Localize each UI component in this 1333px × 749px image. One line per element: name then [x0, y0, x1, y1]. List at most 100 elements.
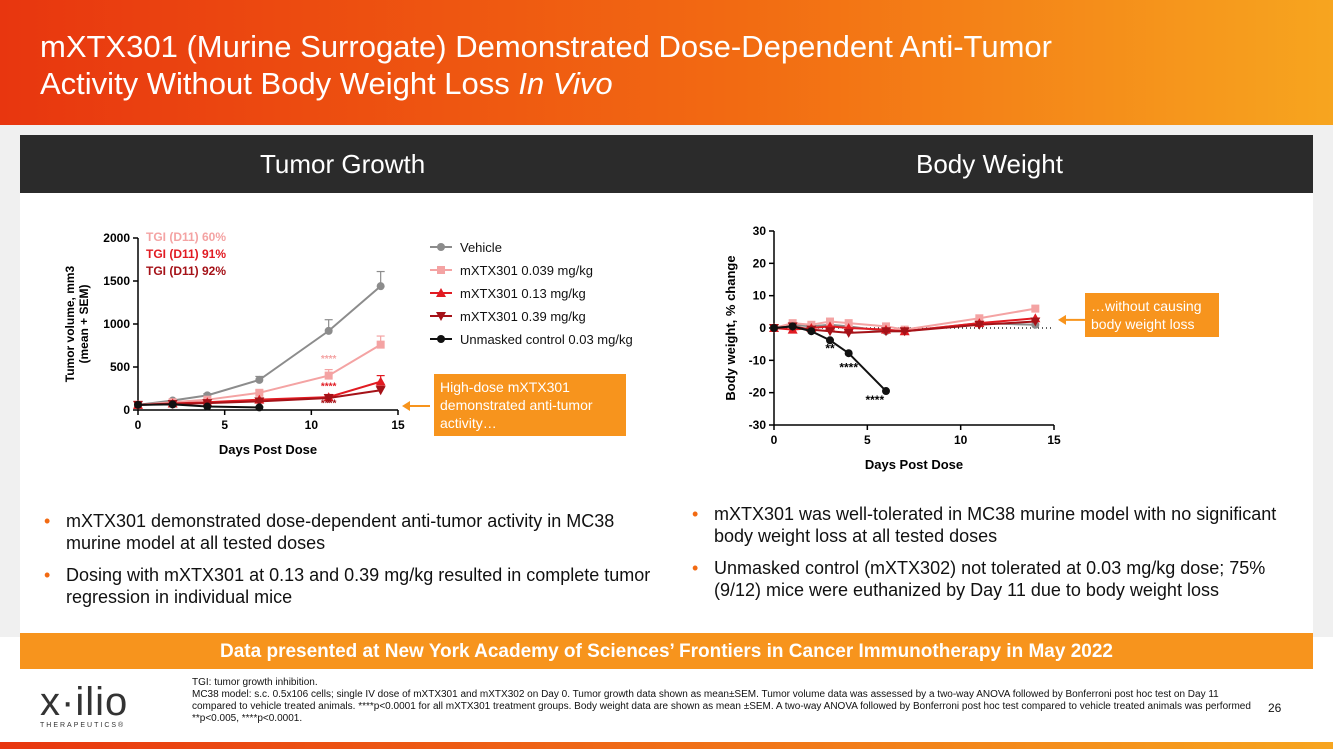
- tumor-legend-marker: [436, 288, 446, 297]
- page-number: 26: [1268, 701, 1282, 715]
- bullet-item: • mXTX301 was well-tolerated in MC38 muri…: [692, 503, 1292, 547]
- title-line-1: mXTX301 (Murine Surrogate) Demonstrated …: [40, 29, 1052, 64]
- tumor-x-tick-label: 10: [305, 418, 319, 432]
- tumor-x-tick-label: 5: [221, 418, 228, 432]
- tumor-significance-label: ****: [321, 399, 337, 410]
- bw-y-tick-label: -20: [749, 386, 767, 400]
- bw-y-tick-label: -30: [749, 418, 767, 432]
- tumor-y-tick-label: 2000: [103, 231, 130, 245]
- bw-data-point: [826, 336, 834, 345]
- bullet-text: mXTX301 demonstrated dose-dependent anti…: [66, 511, 615, 553]
- title-line-2-italic: In Vivo: [518, 66, 613, 101]
- callout-arrow-head: [1058, 314, 1066, 325]
- tumor-x-tick-label: 0: [135, 418, 142, 432]
- tumor-legend-label: mXTX301 0.039 mg/kg: [460, 263, 593, 278]
- tumor-y-tick-label: 1000: [103, 317, 130, 331]
- tumor-data-point: [203, 402, 212, 411]
- tumor-series-line: [137, 285, 382, 406]
- bw-x-axis-label: Days Post Dose: [865, 457, 963, 472]
- tumor-growth-chart: 0 500 1000 1500 2000 0 5 10 15 Days Post Dose Tumo…: [63, 230, 633, 457]
- bw-data-point: [788, 322, 797, 331]
- bullet-item: • Unmasked control (mXTX302) not tolerate…: [692, 557, 1292, 601]
- bw-x-tick-label: 10: [954, 433, 968, 447]
- tumor-significance-label: ****: [321, 354, 337, 365]
- bw-y-axis-label: Body weight, % change: [723, 255, 738, 400]
- bullet-dot: •: [44, 511, 51, 531]
- tumor-series-line: [137, 403, 260, 409]
- bw-x-tick-label: 15: [1047, 433, 1061, 447]
- tumor-data-point: [375, 386, 386, 396]
- bw-data-point: [843, 328, 854, 338]
- bw-significance-label: **: [825, 341, 835, 355]
- tumor-data-point: [375, 376, 386, 386]
- bw-data-point: [974, 320, 985, 330]
- bw-data-point: [807, 327, 816, 336]
- bullet-dot: •: [692, 558, 699, 578]
- footnote: TGI: tumor growth inhibition. MC38 model…: [192, 677, 1252, 725]
- bw-data-point: [1031, 304, 1040, 313]
- conference-banner: Data presented at New York Academy of Sc…: [20, 633, 1313, 669]
- tumor-legend-label: Vehicle: [460, 240, 502, 255]
- tgi-label: TGI (D11) 92%: [146, 264, 226, 278]
- tumor-data-point: [255, 388, 264, 397]
- body-weight-bullets: • mXTX301 was well-tolerated in MC38 muri…: [692, 503, 1292, 611]
- company-logo: x·ilio THERAPEUTICS®: [40, 682, 140, 732]
- bw-y-tick-label: 0: [759, 321, 766, 335]
- tumor-y-axis-label-line-2: (mean + SEM): [77, 284, 91, 363]
- tumor-legend-label: Unmasked control 0.03 mg/kg: [460, 332, 633, 347]
- tumor-data-point: [254, 397, 265, 407]
- bullet-text: mXTX301 was well-tolerated in MC38 murin…: [714, 504, 1277, 546]
- bullet-dot: •: [692, 504, 699, 524]
- footnote-line-1: TGI: tumor growth inhibition.: [192, 677, 318, 688]
- tumor-data-point: [324, 371, 333, 380]
- tumor-legend-marker: [437, 266, 445, 274]
- bw-data-point: [899, 327, 910, 337]
- tgi-label: TGI (D11) 60%: [146, 230, 226, 244]
- tumor-legend-marker: [437, 335, 445, 343]
- bw-y-tick-label: 30: [753, 224, 767, 238]
- body-weight-chart: -30 -20 -10 0 10 20 30 0 5 10 15 Days Post Dose Body…: [723, 224, 1085, 472]
- logo-wordmark: x·ilio: [40, 680, 129, 724]
- tumor-data-point: [376, 282, 385, 291]
- bw-data-point: [770, 324, 778, 332]
- footnote-line-2: MC38 model: s.c. 0.5x106 cells; single I…: [192, 689, 1251, 724]
- bullet-item: • mXTX301 demonstrated dose-dependent ant…: [44, 510, 664, 554]
- bw-data-point: [825, 327, 835, 337]
- bullet-text: Unmasked control (mXTX302) not tolerated…: [714, 558, 1266, 600]
- tumor-y-tick-label: 0: [123, 403, 130, 417]
- conference-banner-text: Data presented at New York Academy of Sc…: [220, 641, 1113, 662]
- page-title: mXTX301 (Murine Surrogate) Demonstrated …: [40, 28, 1052, 102]
- high-dose-callout: High-dose mXTX301 demonstrated anti-tumo…: [434, 374, 626, 436]
- tumor-growth-section-title: Tumor Growth: [260, 149, 426, 179]
- tumor-data-point: [134, 400, 142, 409]
- tumor-series-line: [137, 343, 382, 406]
- tumor-data-point: [255, 375, 264, 384]
- bw-data-point: [882, 387, 890, 396]
- bw-data-point: [881, 327, 891, 337]
- tumor-legend-label: mXTX301 0.13 mg/kg: [460, 286, 586, 301]
- tumor-y-tick-label: 1500: [103, 274, 130, 288]
- tumor-data-point: [324, 326, 333, 335]
- bullet-item: • Dosing with mXTX301 at 0.13 and 0.39 mg…: [44, 564, 664, 608]
- bw-data-point: [844, 349, 853, 358]
- bw-x-tick-label: 5: [864, 433, 871, 447]
- bw-x-tick-label: 0: [771, 433, 778, 447]
- tumor-x-tick-label: 15: [391, 418, 405, 432]
- bullet-text: Dosing with mXTX301 at 0.13 and 0.39 mg/…: [66, 565, 651, 607]
- tumor-data-point: [376, 340, 385, 349]
- tumor-x-axis-label: Days Post Dose: [219, 442, 317, 457]
- section-header-bar: [20, 135, 1313, 193]
- tumor-y-axis-label: Tumor volume, mm3(mean + SEM): [63, 265, 91, 382]
- tumor-data-point: [168, 400, 177, 409]
- tgi-label: TGI (D11) 91%: [146, 247, 226, 261]
- header-banner: mXTX301 (Murine Surrogate) Demonstrated …: [0, 0, 1333, 125]
- no-weight-loss-callout: …without causing body weight loss: [1085, 293, 1219, 337]
- tumor-y-axis-label-line-1: Tumor volume, mm3: [63, 265, 77, 382]
- tumor-significance-label: ****: [321, 381, 337, 392]
- logo-subtitle: THERAPEUTICS®: [40, 722, 126, 729]
- tumor-bullets: • mXTX301 demonstrated dose-dependent ant…: [44, 510, 664, 618]
- callout-arrow-head: [402, 401, 410, 411]
- tumor-y-tick-label: 500: [110, 360, 130, 374]
- tumor-data-point: [323, 393, 334, 403]
- content-panel: [20, 135, 1313, 635]
